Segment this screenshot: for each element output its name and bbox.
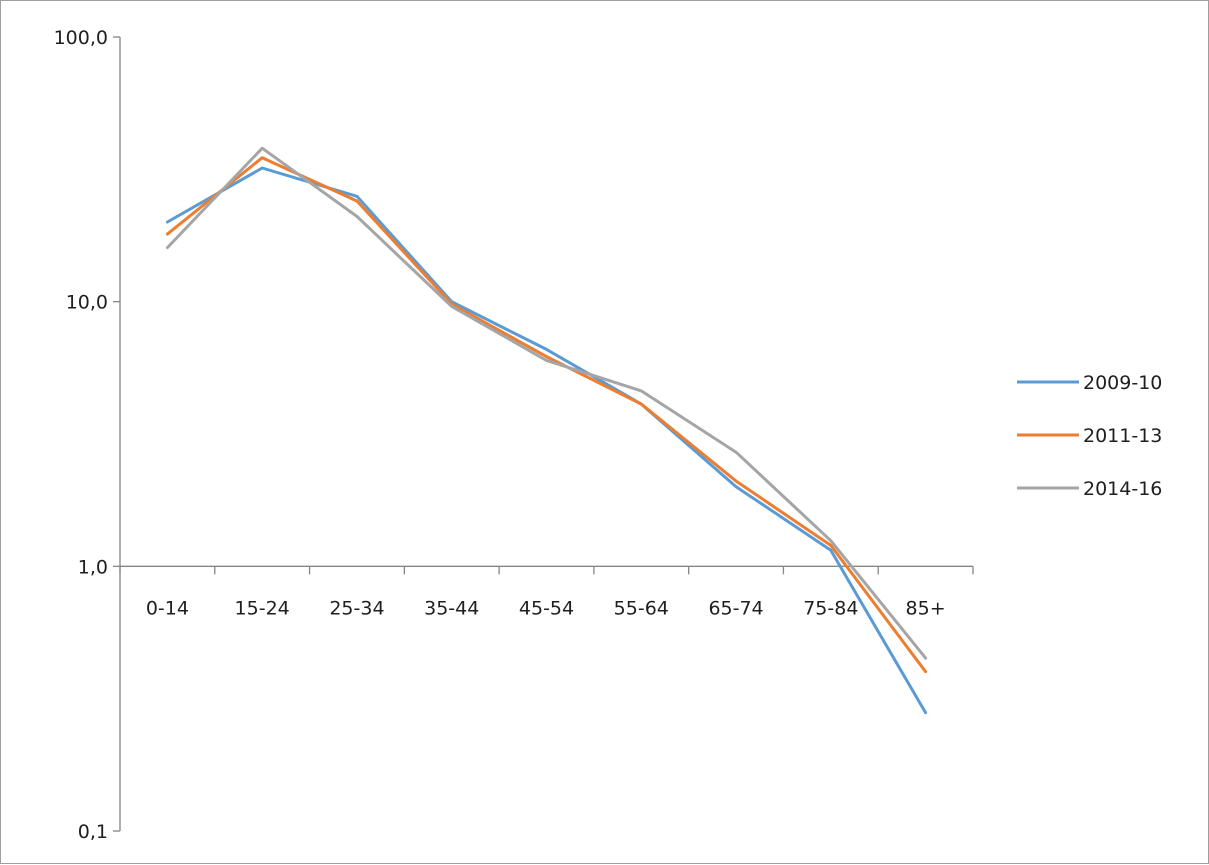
legend-item-2014-16: 2014-16 [1017,478,1162,500]
y-tick-label: 0,1 [78,821,108,843]
x-tick-label: 45-54 [519,597,574,619]
legend-label: 2009-10 [1083,372,1162,394]
y-axis: 100,0 10,0 1,0 0,1 [54,27,121,843]
x-tick-label: 75-84 [803,597,858,619]
legend-item-2009-10: 2009-10 [1017,372,1162,394]
legend: 2009-10 2011-13 2014-16 [1017,372,1162,500]
x-tick-label: 85+ [906,597,946,619]
series-line-2009-10 [165,166,928,715]
x-tick-label: 65-74 [708,597,763,619]
legend-label: 2014-16 [1083,478,1162,500]
series-line-2014-16 [165,146,928,660]
x-tick-label: 55-64 [614,597,669,619]
x-tick-label: 15-24 [235,597,290,619]
y-tick-label: 100,0 [54,27,108,49]
y-tick-label: 1,0 [78,556,108,578]
y-tick-label: 10,0 [66,292,108,314]
x-tick-label: 0-14 [146,597,189,619]
legend-label: 2011-13 [1083,425,1162,447]
x-tick-label: 35-44 [424,597,479,619]
series-line-2011-13 [165,156,928,674]
series-lines [165,146,928,715]
x-tick-label: 25-34 [329,597,384,619]
x-axis: 0-14 15-24 25-34 35-44 45-54 55-64 65-74 75-84 8… [119,565,974,619]
legend-item-2011-13: 2011-13 [1017,425,1162,447]
